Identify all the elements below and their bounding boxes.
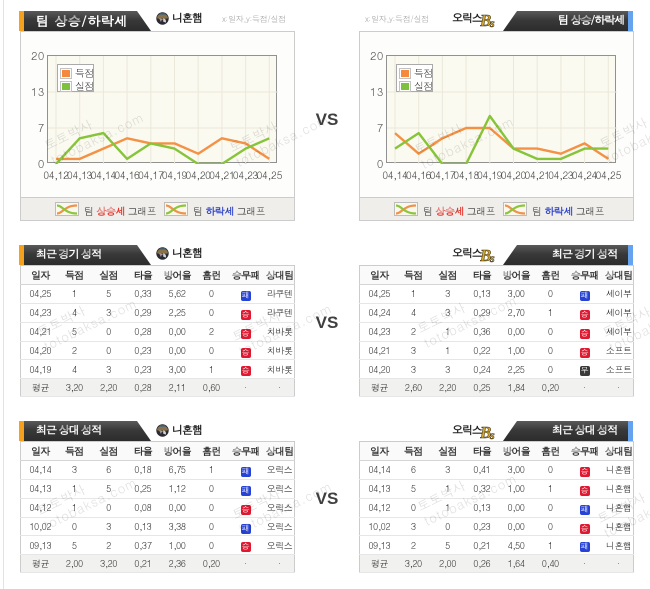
svg-text:B: B (480, 424, 491, 442)
svg-text:B: B (480, 12, 491, 30)
svg-text:s: s (489, 16, 495, 30)
svg-text:B: B (480, 247, 491, 265)
svg-text:s: s (489, 428, 495, 442)
svg-text:s: s (489, 251, 495, 265)
